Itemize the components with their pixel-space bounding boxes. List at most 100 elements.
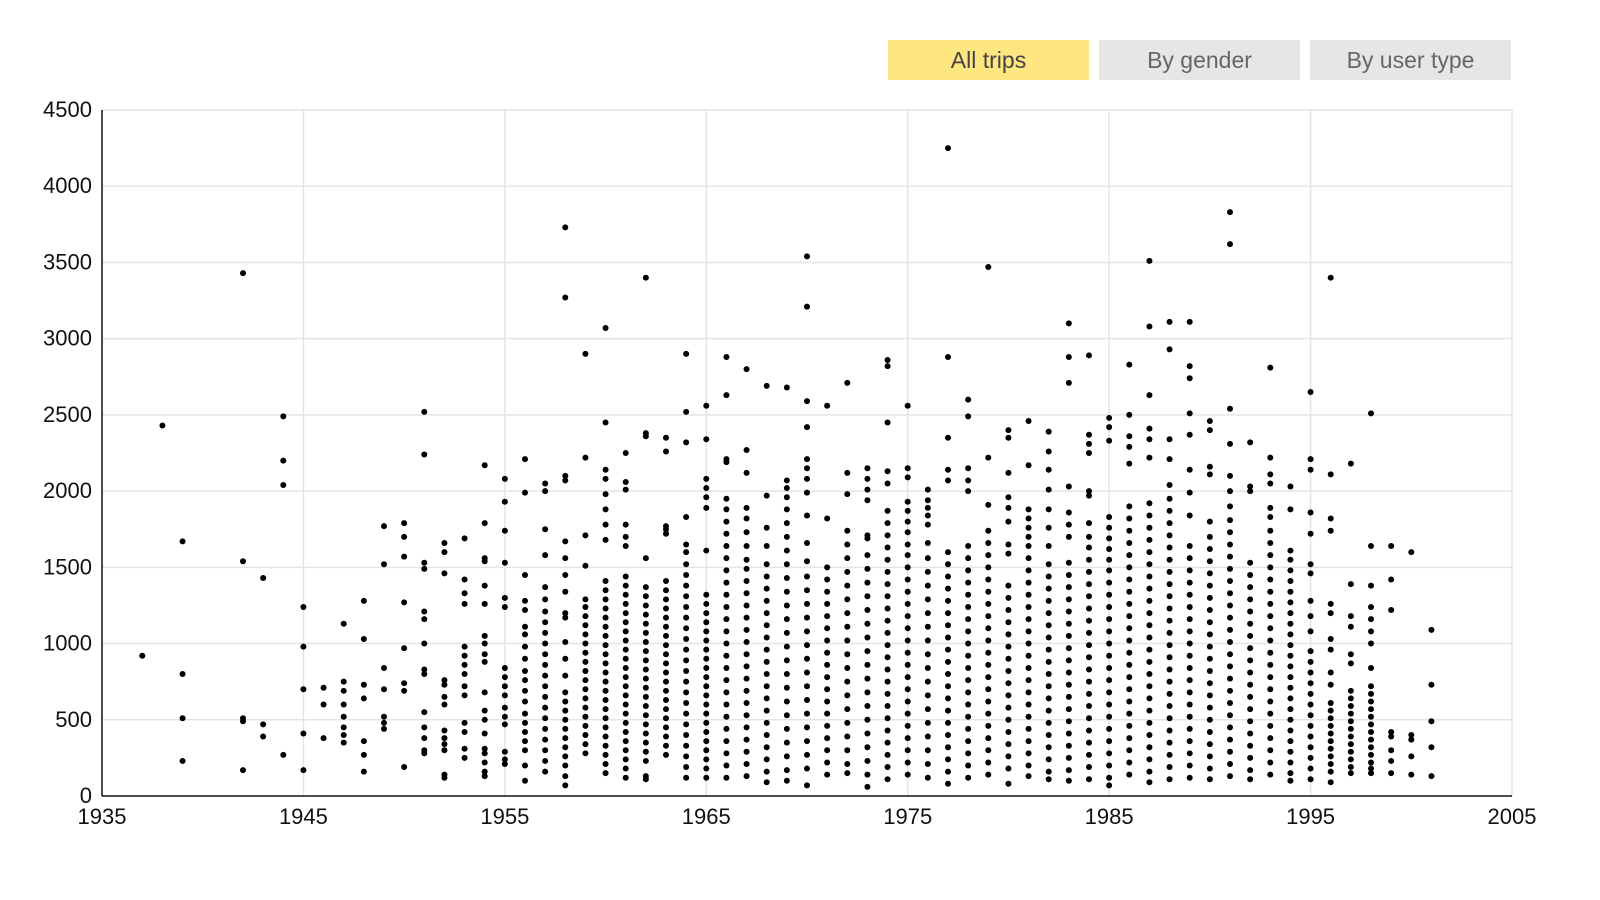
by-gender-button[interactable]: By gender xyxy=(1099,40,1300,80)
data-point xyxy=(1106,713,1113,720)
data-point xyxy=(1307,776,1314,783)
data-point xyxy=(622,719,629,726)
data-point xyxy=(1287,642,1294,649)
data-point xyxy=(783,753,790,760)
data-point xyxy=(501,748,508,755)
data-point xyxy=(1146,500,1153,507)
data-point xyxy=(743,773,750,780)
data-point xyxy=(683,774,690,781)
data-point xyxy=(1287,770,1294,777)
data-point xyxy=(1086,488,1092,495)
data-point xyxy=(663,742,669,749)
data-point xyxy=(683,439,690,446)
data-point xyxy=(622,655,629,662)
data-point xyxy=(1126,515,1133,522)
data-point xyxy=(683,514,690,521)
data-point xyxy=(1327,515,1334,522)
data-point xyxy=(1146,695,1153,702)
data-point xyxy=(582,713,589,720)
data-point xyxy=(1106,762,1113,769)
data-point xyxy=(864,552,871,559)
data-point xyxy=(1327,527,1334,534)
data-point xyxy=(1146,622,1153,629)
data-point xyxy=(622,628,629,635)
data-point xyxy=(1045,658,1052,665)
data-point xyxy=(1086,450,1092,456)
data-point xyxy=(1025,773,1032,780)
data-point xyxy=(965,396,972,403)
x-tick-label-1955: 1955 xyxy=(480,804,529,829)
data-point xyxy=(965,628,972,635)
data-point xyxy=(965,616,972,623)
data-point xyxy=(945,695,951,702)
data-point xyxy=(924,733,931,740)
by-user-type-button[interactable]: By user type xyxy=(1310,40,1511,80)
data-point xyxy=(824,588,831,595)
data-point xyxy=(783,602,790,609)
all-trips-button[interactable]: All trips xyxy=(888,40,1089,80)
data-point xyxy=(844,582,851,589)
data-point xyxy=(985,686,992,693)
data-point xyxy=(884,532,891,539)
data-point xyxy=(1045,776,1052,783)
data-point xyxy=(804,303,810,310)
data-point xyxy=(1025,652,1032,659)
data-point xyxy=(884,751,891,758)
data-point xyxy=(1126,576,1133,583)
data-point xyxy=(1045,671,1052,678)
data-point xyxy=(1166,751,1173,758)
data-point xyxy=(381,725,387,732)
data-point xyxy=(320,701,327,708)
data-point xyxy=(884,568,891,575)
data-point xyxy=(542,704,549,711)
data-point xyxy=(1146,561,1153,568)
data-point xyxy=(884,556,891,563)
data-point xyxy=(360,695,367,702)
data-point xyxy=(924,497,931,504)
data-point xyxy=(824,686,831,693)
data-point xyxy=(1368,713,1374,720)
data-point xyxy=(1086,764,1092,771)
data-point xyxy=(522,738,528,745)
data-point xyxy=(783,533,790,540)
data-point xyxy=(1025,750,1032,757)
data-point xyxy=(582,677,589,684)
data-point xyxy=(945,549,951,556)
data-point xyxy=(1186,652,1193,659)
data-point xyxy=(985,539,992,546)
data-point xyxy=(1025,713,1032,720)
data-point xyxy=(1186,774,1193,781)
data-point xyxy=(965,725,972,732)
data-point xyxy=(945,780,951,787)
data-point xyxy=(723,652,730,659)
data-point xyxy=(642,776,649,783)
data-point xyxy=(703,628,710,635)
data-point xyxy=(965,555,972,562)
data-point xyxy=(904,498,911,505)
data-point xyxy=(1166,605,1173,612)
data-point xyxy=(663,448,669,455)
data-point xyxy=(1267,661,1274,668)
data-point xyxy=(622,692,629,699)
data-point xyxy=(441,747,448,754)
data-point xyxy=(864,607,871,614)
data-point xyxy=(461,728,468,735)
data-point xyxy=(723,567,730,574)
data-point xyxy=(481,520,488,527)
data-point xyxy=(1166,544,1173,551)
data-point xyxy=(1126,613,1133,620)
data-point xyxy=(401,533,408,540)
data-point xyxy=(300,730,307,737)
data-point xyxy=(864,744,871,751)
data-point xyxy=(1106,725,1113,732)
data-point xyxy=(683,603,690,610)
data-point xyxy=(804,512,810,519)
data-point xyxy=(1146,732,1153,739)
data-point xyxy=(1307,613,1314,620)
data-point xyxy=(401,553,408,560)
data-point xyxy=(1327,646,1334,653)
data-point xyxy=(542,584,549,591)
data-point xyxy=(864,593,871,600)
data-point xyxy=(783,520,790,527)
data-point xyxy=(1065,620,1072,627)
